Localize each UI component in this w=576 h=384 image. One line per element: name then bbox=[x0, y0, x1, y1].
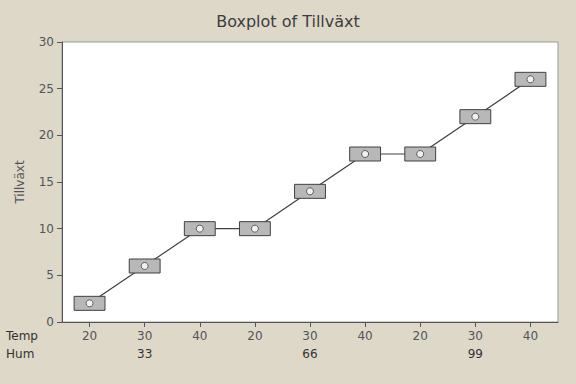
svg-text:5: 5 bbox=[46, 268, 54, 282]
svg-text:20: 20 bbox=[413, 329, 428, 343]
svg-text:40: 40 bbox=[357, 329, 372, 343]
svg-text:25: 25 bbox=[39, 82, 54, 96]
svg-text:Boxplot of Tillväxt: Boxplot of Tillväxt bbox=[216, 12, 360, 31]
svg-text:40: 40 bbox=[192, 329, 207, 343]
svg-text:99: 99 bbox=[468, 347, 483, 361]
svg-text:20: 20 bbox=[39, 128, 54, 142]
svg-text:30: 30 bbox=[468, 329, 483, 343]
svg-text:20: 20 bbox=[247, 329, 262, 343]
svg-text:40: 40 bbox=[523, 329, 538, 343]
svg-text:20: 20 bbox=[82, 329, 97, 343]
svg-text:Hum: Hum bbox=[6, 347, 34, 361]
svg-text:30: 30 bbox=[39, 35, 54, 49]
svg-text:Tillväxt: Tillväxt bbox=[13, 160, 27, 205]
svg-text:10: 10 bbox=[39, 222, 54, 236]
svg-text:66: 66 bbox=[302, 347, 317, 361]
svg-text:Temp: Temp bbox=[5, 329, 38, 343]
svg-text:0: 0 bbox=[46, 315, 54, 329]
svg-text:30: 30 bbox=[302, 329, 317, 343]
svg-text:15: 15 bbox=[39, 175, 54, 189]
svg-text:33: 33 bbox=[137, 347, 152, 361]
svg-text:30: 30 bbox=[137, 329, 152, 343]
